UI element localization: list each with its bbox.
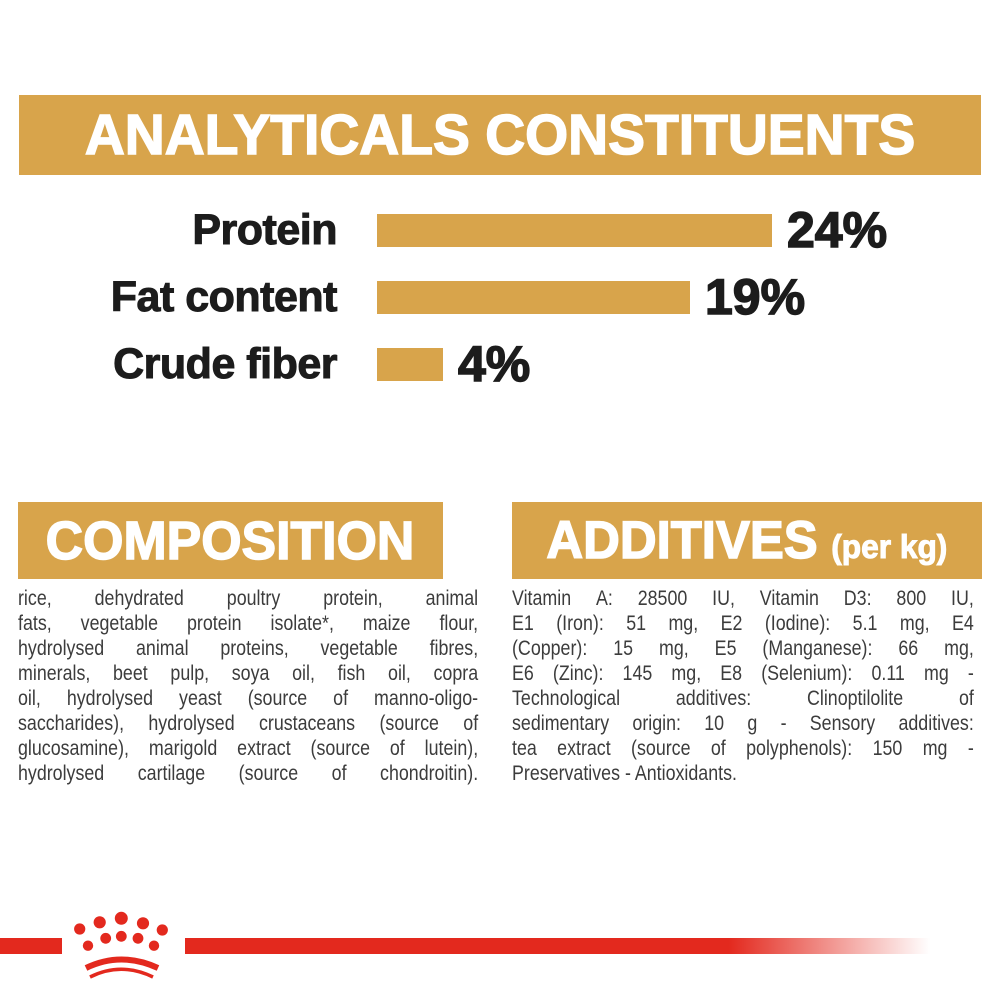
composition-title: COMPOSITION	[45, 510, 415, 572]
text-line: Preservatives - Antioxidants.	[512, 762, 737, 785]
text-line: sedimentary origin: 10 g - Sensory additives:	[512, 712, 974, 735]
text-line: Vitamin A: 28500 IU, Vitamin D3: 800 IU,	[512, 587, 974, 610]
text-line: fats, vegetable protein isolate*, maize flour…	[18, 612, 479, 635]
chart-row: Protein 24%	[0, 202, 1000, 258]
crown-base-arcs	[84, 956, 160, 979]
composition-banner: COMPOSITION	[18, 502, 443, 579]
text-line: hydrolysed cartilage (source of chondroitin)…	[18, 762, 479, 785]
text-line: Technological additives: Clinoptilolite of	[512, 687, 974, 710]
additives-text: Vitamin A: 28500 IU, Vitamin D3: 800 IU, E1 (Iron…	[512, 586, 974, 786]
footer-red-band-left	[0, 938, 62, 954]
additives-title: ADDITIVES	[546, 510, 819, 571]
text-line: E1 (Iron): 51 mg, E2 (Iodine): 5.1 mg, E4	[512, 612, 974, 635]
chart-bar	[377, 348, 443, 381]
chart-value-label: 24%	[786, 202, 888, 258]
chart-value-label: 19%	[704, 269, 806, 325]
analytical-constituents-title: ANALYTICALS CONSTITUENTS	[84, 102, 916, 168]
footer-red-band	[185, 938, 930, 954]
chart-bar	[377, 214, 772, 247]
chart-bar	[377, 281, 690, 314]
text-line: minerals, beet pulp, soya oil, fish oil, copra	[18, 662, 479, 685]
additives-banner-text: ADDITIVES (per kg)	[546, 510, 948, 571]
text-line: oil, hydrolysed yeast (source of manno-oligo-	[18, 687, 479, 710]
additives-banner: ADDITIVES (per kg)	[512, 502, 982, 579]
royal-canin-crown-logo	[74, 911, 168, 979]
text-line: rice, dehydrated poultry protein, animal	[18, 587, 479, 610]
additives-per-kg-label: (per kg)	[831, 528, 948, 566]
text-line: (Copper): 15 mg, E5 (Manganese): 66 mg,	[512, 637, 974, 660]
chart-row: Fat content 19%	[0, 269, 1000, 325]
chart-category-label: Fat content	[110, 273, 338, 321]
text-line: tea extract (source of polyphenols): 150 mg -	[512, 737, 974, 760]
analytical-constituents-bar-chart: Protein 24% Fat content 19% Crude fiber 4%	[0, 202, 1000, 415]
text-line: saccharides), hydrolysed crustaceans (sourc…	[18, 712, 479, 735]
chart-value-label: 4%	[457, 336, 531, 392]
text-line: hydrolysed animal proteins, vegetable fibres…	[18, 637, 479, 660]
composition-text: rice, dehydrated poultry protein, animal fats…	[18, 586, 478, 786]
chart-category-label: Protein	[192, 206, 338, 254]
analytical-constituents-banner: ANALYTICALS CONSTITUENTS	[19, 95, 981, 175]
text-line: E6 (Zinc): 145 mg, E8 (Selenium): 0.11 mg -	[512, 662, 974, 685]
chart-row: Crude fiber 4%	[0, 336, 1000, 392]
text-line: glucosamine), marigold extract (source of lut…	[18, 737, 479, 760]
chart-category-label: Crude fiber	[113, 340, 338, 388]
crown-dots	[74, 911, 168, 951]
